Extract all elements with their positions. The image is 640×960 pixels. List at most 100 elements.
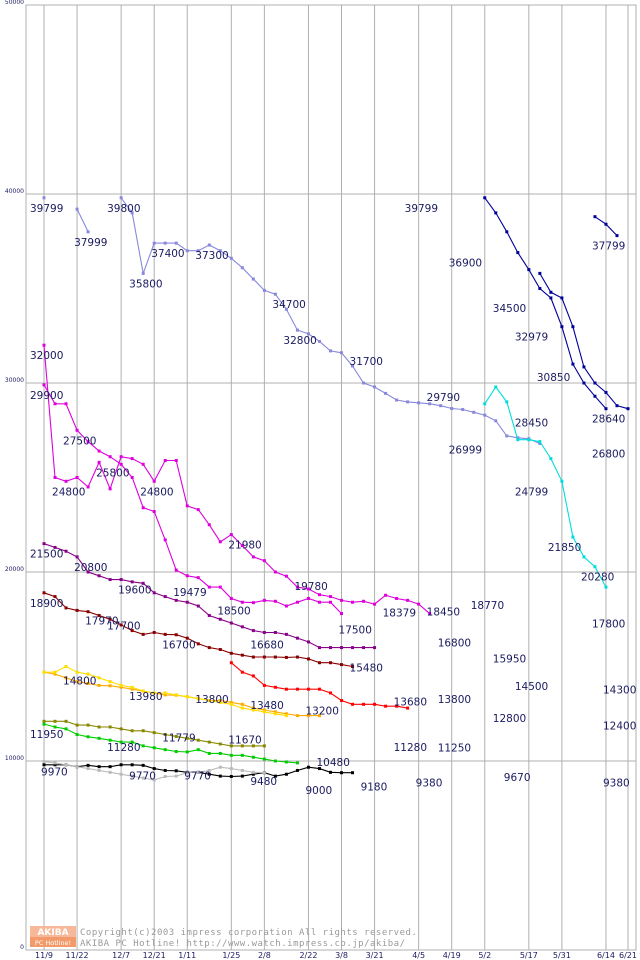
series-9	[229, 661, 410, 710]
series-point	[218, 647, 222, 651]
y-tick-label: 20000	[5, 566, 24, 573]
series-point	[174, 633, 178, 637]
series-point	[384, 704, 388, 708]
series-point	[240, 670, 244, 674]
series-point	[251, 706, 255, 710]
series-point	[229, 700, 233, 704]
series-point	[75, 680, 79, 684]
series-point	[163, 733, 167, 737]
data-label: 9380	[603, 778, 630, 790]
series-point	[626, 407, 630, 411]
data-label: 15950	[493, 654, 526, 666]
data-label: 19479	[173, 587, 206, 599]
data-label: 39800	[107, 203, 140, 215]
series-point	[593, 381, 597, 385]
series-point	[86, 485, 90, 489]
series-point	[130, 629, 134, 633]
y-tick-label: 50000	[5, 0, 24, 6]
series-13	[42, 722, 299, 765]
series-point	[615, 404, 619, 408]
series-point	[141, 729, 145, 733]
data-label: 10480	[316, 757, 349, 769]
series-point	[218, 700, 222, 704]
x-tick-label: 3/21	[366, 951, 384, 960]
series-point	[351, 665, 355, 668]
series-point	[549, 457, 553, 461]
series-point	[130, 740, 134, 744]
series-point	[251, 755, 255, 759]
series-point	[97, 676, 101, 680]
series-point	[108, 765, 112, 769]
series-point	[229, 744, 233, 748]
data-label: 32800	[283, 335, 316, 347]
series-point	[196, 642, 200, 646]
data-label: 21500	[30, 549, 63, 561]
data-label: 39799	[30, 203, 63, 215]
series-point	[152, 591, 156, 595]
series-point	[527, 268, 531, 272]
series-point	[273, 759, 277, 763]
series-point	[141, 776, 145, 780]
series-point	[130, 774, 134, 778]
series-point	[42, 343, 46, 347]
series-point	[130, 687, 134, 691]
series-point	[185, 600, 189, 604]
series-point	[53, 672, 57, 676]
series-point	[262, 630, 266, 634]
series-point	[560, 296, 564, 300]
data-label: 24800	[140, 486, 173, 498]
series-point	[163, 774, 167, 778]
data-label: 28640	[592, 414, 625, 426]
series-point	[450, 407, 454, 411]
series-point	[152, 778, 156, 782]
series-point	[406, 598, 410, 602]
series-point	[86, 230, 90, 234]
series-point	[306, 640, 310, 644]
series-point	[152, 479, 156, 483]
series-point	[527, 438, 531, 442]
series-point	[273, 710, 277, 714]
series-point	[174, 774, 178, 778]
series-point	[97, 736, 101, 740]
data-label: 9000	[305, 785, 332, 797]
series-11	[42, 665, 288, 718]
series-point	[549, 290, 553, 294]
x-tick-label: 5/2	[478, 951, 491, 960]
series-point	[53, 595, 57, 599]
series-point	[428, 402, 432, 406]
series-point	[306, 587, 310, 591]
series-point	[273, 570, 277, 574]
series-point	[174, 458, 178, 462]
data-label: 31700	[350, 356, 383, 368]
data-label: 26999	[449, 445, 482, 457]
series-point	[505, 230, 509, 234]
series-point	[218, 742, 222, 746]
series-point	[207, 646, 211, 650]
data-label: 15480	[350, 662, 383, 674]
series-point	[340, 663, 344, 667]
series-point	[273, 774, 277, 778]
series-line	[484, 386, 607, 588]
series-point	[340, 598, 344, 602]
series-point	[604, 585, 608, 589]
series-point	[306, 657, 310, 661]
series-point	[53, 761, 57, 765]
series-point	[351, 646, 355, 650]
data-label: 32979	[515, 332, 548, 344]
series-point	[306, 332, 310, 336]
series-point	[273, 630, 277, 634]
series-point	[494, 385, 498, 389]
series-point	[351, 600, 355, 604]
series-point	[75, 555, 79, 559]
series-point	[86, 440, 90, 444]
series-point	[262, 559, 266, 563]
series-point	[284, 760, 288, 764]
series-point	[64, 676, 68, 680]
y-tick-label: 0	[20, 944, 24, 951]
series-point	[141, 689, 145, 693]
data-label: 36900	[449, 258, 482, 270]
series-point	[119, 623, 123, 627]
series-point	[185, 504, 189, 508]
series-point	[538, 440, 542, 444]
series-point	[97, 449, 101, 453]
